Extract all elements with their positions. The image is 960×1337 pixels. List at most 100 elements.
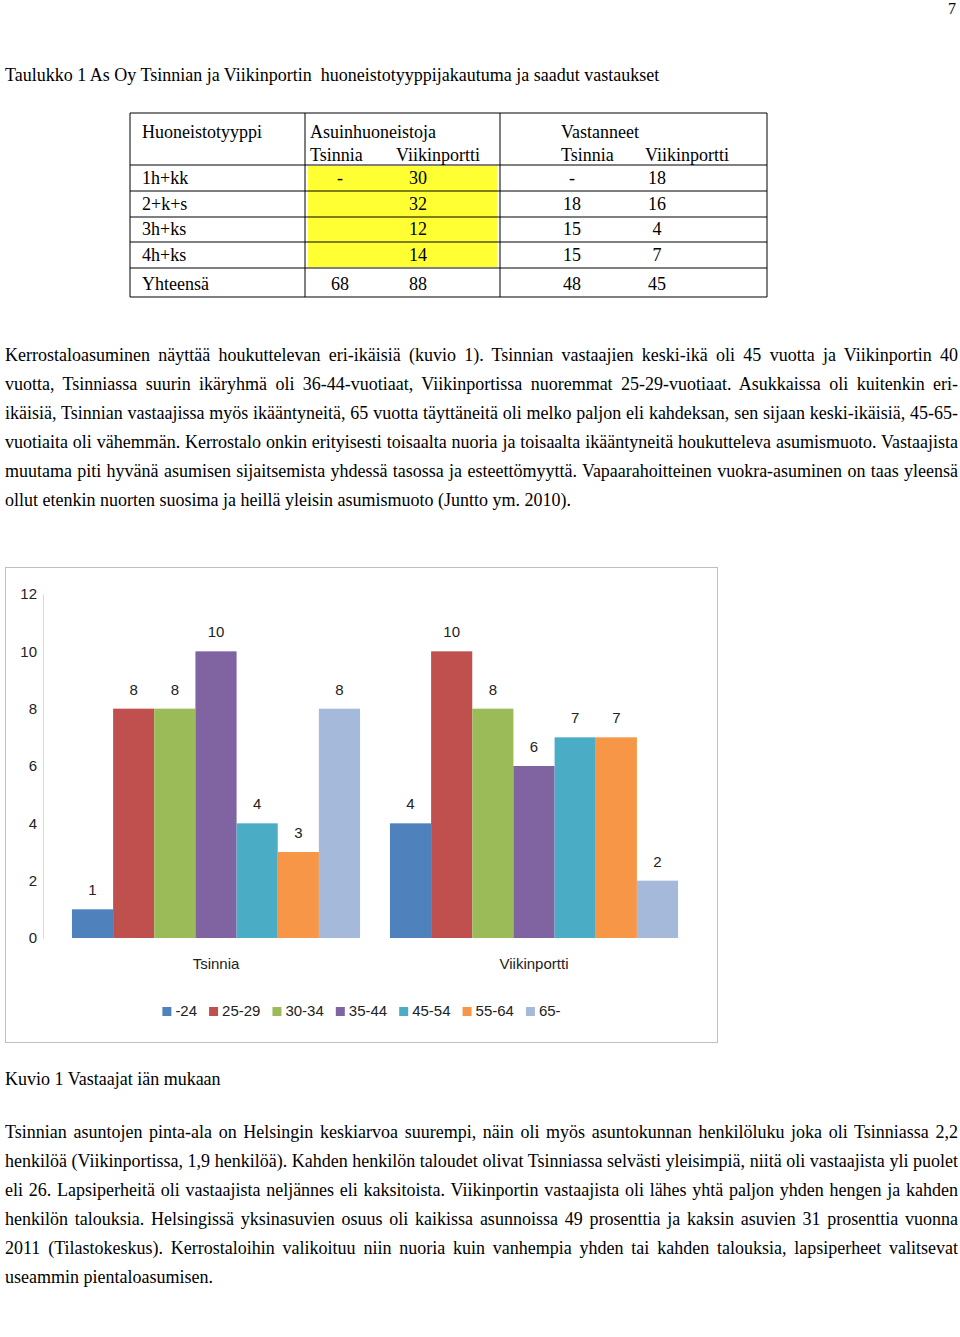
tick-label: 2 (29, 872, 37, 889)
table-cell: 32 (409, 194, 427, 214)
table-cell: 18 (648, 168, 666, 188)
table-subheader: Viikinportti (645, 145, 729, 165)
legend-label: 65- (539, 1002, 561, 1019)
legend-item: 45-54 (399, 1002, 450, 1019)
bar (195, 651, 236, 938)
table-subheader: Tsinnia (561, 145, 614, 165)
row-label: 1h+kk (142, 168, 188, 188)
table-subheader: Viikinportti (396, 145, 480, 165)
tick-label: 4 (29, 815, 37, 832)
tick: 0 (29, 929, 43, 946)
legend-label: 55-64 (476, 1002, 514, 1019)
table-rule (130, 217, 767, 218)
data-label: 3 (294, 824, 302, 841)
tick: 10 (20, 643, 43, 660)
tick: Viikinportti (500, 938, 569, 972)
table-cell: - (569, 168, 575, 188)
legend-label: -24 (175, 1002, 197, 1019)
page-number: 7 (948, 0, 956, 18)
legend-swatch (336, 1007, 345, 1016)
bar (72, 909, 113, 938)
data-label: 6 (530, 738, 538, 755)
table-cell: 16 (648, 194, 666, 214)
table-rule (130, 191, 767, 192)
legend-swatch (399, 1007, 408, 1016)
data-label: 4 (253, 795, 261, 812)
table-cell: 14 (409, 245, 427, 265)
row-label: 4h+ks (142, 245, 186, 265)
tick: 6 (29, 757, 43, 774)
paragraph: Kerrostaloasuminen näyttää houkuttelevan… (5, 341, 958, 515)
tick-label: 6 (29, 757, 37, 774)
tick: 12 (20, 585, 43, 602)
bar (278, 852, 319, 938)
data-label: 10 (443, 623, 460, 640)
legend-swatch (463, 1007, 472, 1016)
table-rule (130, 113, 767, 114)
data-label: 8 (489, 681, 497, 698)
table-rule (130, 242, 767, 243)
table-cell: 18 (563, 194, 581, 214)
table-cell: 15 (563, 245, 581, 265)
chart-frame (6, 568, 718, 1043)
table-cell: 68 (331, 274, 349, 294)
data-label: 7 (612, 709, 620, 726)
table-rule (305, 113, 306, 297)
table-rule (767, 113, 768, 297)
legend-swatch (526, 1007, 535, 1016)
tick-label: 0 (29, 929, 37, 946)
table-cell: 88 (409, 274, 427, 294)
bar (390, 823, 431, 938)
tick: 4 (29, 815, 43, 832)
paragraph: Tsinnian asuntojen pinta-ala on Helsingi… (5, 1118, 958, 1292)
legend-label: 30-34 (285, 1002, 323, 1019)
legend-item: 30-34 (272, 1002, 323, 1019)
table-rule (130, 268, 767, 269)
legend-item: -24 (162, 1002, 197, 1019)
x-axis: Tsinnia Viikinportti (193, 938, 569, 972)
table-header: Vastanneet (561, 122, 639, 142)
bar (596, 737, 637, 938)
bar (154, 709, 195, 938)
table-cell: 7 (653, 245, 662, 265)
table-cell: 15 (563, 219, 581, 239)
data-label: 7 (571, 709, 579, 726)
tick-label: 12 (20, 585, 37, 602)
row-label: 2+k+s (142, 194, 187, 214)
tick-label: Tsinnia (193, 955, 240, 972)
data-label: 8 (171, 681, 179, 698)
table-rule (500, 113, 501, 297)
data-label: 8 (130, 681, 138, 698)
table: HuoneistotyyppiAsuinhuoneistojaVastannee… (129, 112, 771, 302)
bar (113, 709, 154, 938)
bar (431, 651, 472, 938)
table-cell: 30 (409, 168, 427, 188)
table-rule (130, 297, 767, 298)
bar (237, 823, 278, 938)
bars (72, 651, 678, 938)
tick-label: 8 (29, 700, 37, 717)
table-subheader: Tsinnia (310, 145, 363, 165)
legend-item: 35-44 (336, 1002, 387, 1019)
table-header: Asuinhuoneistoja (310, 122, 436, 142)
tick: Tsinnia (193, 938, 240, 972)
legend-item: 55-64 (463, 1002, 514, 1019)
table-cell: 45 (648, 274, 666, 294)
data-label: 4 (406, 795, 414, 812)
table-cell: - (337, 168, 343, 188)
row-label: 3h+ks (142, 219, 186, 239)
table-cell: 48 (563, 274, 581, 294)
legend-item: 25-29 (209, 1002, 260, 1019)
axis-line (43, 595, 44, 939)
data-label: 10 (208, 623, 225, 640)
legend-swatch (272, 1007, 281, 1016)
legend-swatch (162, 1007, 171, 1016)
tick: 8 (29, 700, 43, 717)
row-label: Yhteensä (142, 274, 209, 294)
y-axis: 0 2 4 6 8 10 12 (20, 585, 43, 946)
legend-label: 45-54 (412, 1002, 450, 1019)
legend: -24 25-29 30-34 35-44 45-54 55-64 65- (162, 1002, 560, 1019)
bar (319, 709, 360, 938)
legend-item: 65- (526, 1002, 561, 1019)
table-rule (130, 113, 131, 297)
